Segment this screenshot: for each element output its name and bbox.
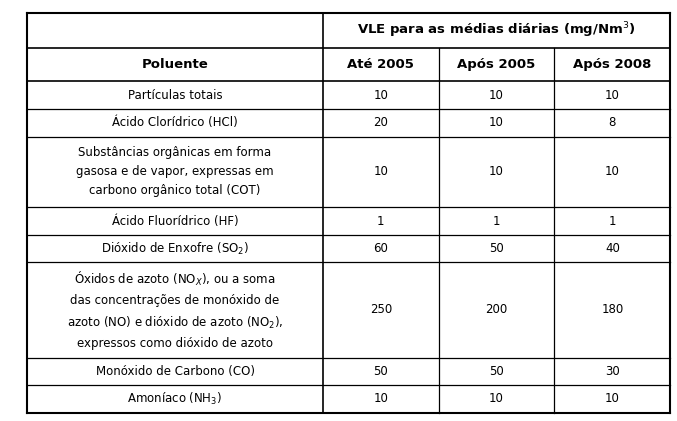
Text: Substâncias orgânicas em forma
gasosa e de vapor, expressas em
carbono orgânico : Substâncias orgânicas em forma gasosa e … [77, 147, 274, 197]
Text: Poluente: Poluente [141, 59, 209, 71]
Text: 10: 10 [489, 392, 504, 405]
Text: 10: 10 [374, 392, 388, 405]
Text: 10: 10 [489, 89, 504, 102]
Text: 10: 10 [489, 116, 504, 129]
Text: 10: 10 [374, 89, 388, 102]
Text: Dióxido de Enxofre (SO$_2$): Dióxido de Enxofre (SO$_2$) [101, 240, 249, 257]
Text: 60: 60 [374, 242, 388, 255]
Text: 40: 40 [605, 242, 619, 255]
Text: 10: 10 [374, 165, 388, 179]
Text: 200: 200 [485, 304, 508, 317]
Text: 1: 1 [609, 215, 616, 228]
Text: Após 2008: Após 2008 [573, 59, 651, 71]
Text: 10: 10 [605, 89, 619, 102]
Text: Óxidos de azoto (NO$_X$), ou a soma
das concentrações de monóxido de
azoto (NO) : Óxidos de azoto (NO$_X$), ou a soma das … [67, 270, 283, 350]
Text: 8: 8 [609, 116, 616, 129]
Text: Até 2005: Até 2005 [347, 59, 414, 71]
Text: Amoníaco (NH$_3$): Amoníaco (NH$_3$) [127, 391, 223, 407]
Text: Partículas totais: Partículas totais [128, 89, 222, 102]
Text: 50: 50 [489, 365, 504, 378]
Text: 50: 50 [489, 242, 504, 255]
Text: 50: 50 [374, 365, 388, 378]
Text: 10: 10 [489, 165, 504, 179]
Text: 1: 1 [377, 215, 385, 228]
Text: Após 2005: Após 2005 [458, 59, 536, 71]
Text: 10: 10 [605, 165, 619, 179]
Text: Ácido Fluorídrico (HF): Ácido Fluorídrico (HF) [112, 215, 238, 228]
Text: 10: 10 [605, 392, 619, 405]
Text: 180: 180 [601, 304, 624, 317]
Text: Monóxido de Carbono (CO): Monóxido de Carbono (CO) [95, 365, 255, 378]
Text: Ácido Clorídrico (HCl): Ácido Clorídrico (HCl) [112, 116, 238, 129]
Text: 30: 30 [605, 365, 619, 378]
Text: 250: 250 [370, 304, 392, 317]
Text: VLE para as médias diárias (mg/Nm$^{3}$): VLE para as médias diárias (mg/Nm$^{3}$) [357, 21, 636, 40]
Text: 1: 1 [493, 215, 500, 228]
Text: 20: 20 [374, 116, 388, 129]
